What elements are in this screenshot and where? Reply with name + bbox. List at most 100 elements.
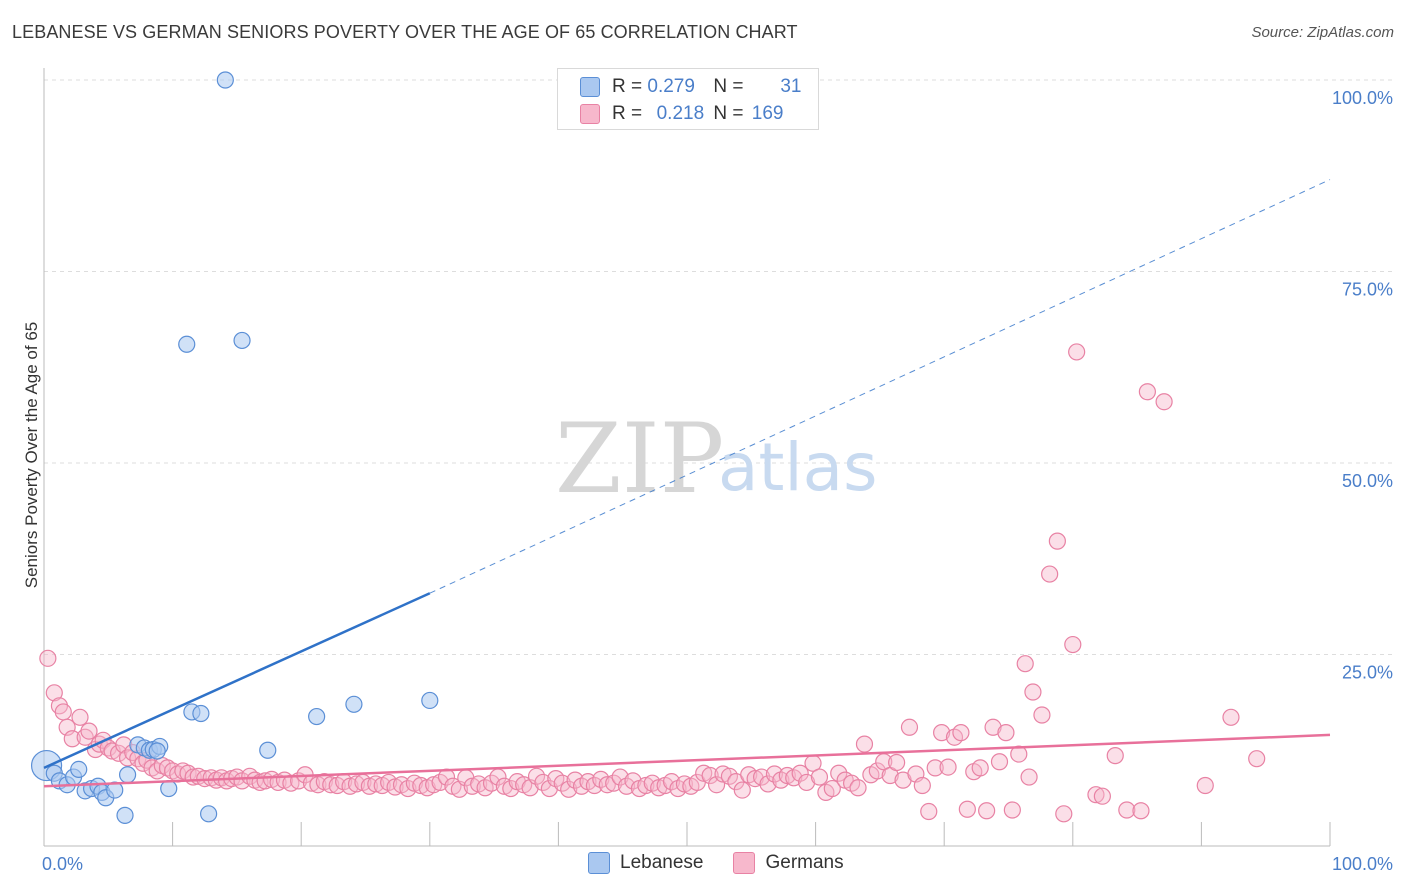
lebanese-swatch [588, 852, 610, 874]
lebanese-point [259, 741, 277, 759]
lebanese-point [233, 331, 251, 350]
germans-point [765, 765, 784, 783]
germans-point [605, 774, 623, 792]
germans-point [990, 753, 1009, 771]
germans-point [534, 773, 552, 792]
lebanese-point [118, 766, 137, 784]
lebanese-points [30, 71, 439, 824]
germans-point [701, 766, 719, 785]
germans-point [952, 724, 970, 742]
germans-point [920, 802, 938, 821]
germans-point [939, 758, 957, 776]
germans-point [849, 779, 867, 797]
germans-point [527, 767, 546, 785]
germans-point [926, 759, 944, 777]
watermark-atlas: atlas [718, 429, 878, 506]
germans-points [39, 343, 1266, 823]
lebanese-swatch [580, 77, 600, 97]
germans-point [1016, 655, 1034, 673]
y-tick-label: 50.0% [1342, 471, 1393, 491]
legend-row-germans: R = 0.218 N = 169 [558, 100, 784, 128]
lebanese-point [178, 335, 196, 353]
germans-point [900, 718, 919, 736]
lebanese-point [106, 781, 124, 799]
germans-point [1093, 787, 1111, 805]
germans-point [978, 802, 996, 820]
chart-title: LEBANESE VS GERMAN SENIORS POVERTY OVER … [12, 22, 798, 42]
x-tick-label: 0.0% [42, 854, 83, 874]
germans-point [367, 775, 385, 793]
germans-point [791, 764, 809, 782]
germans-point [1010, 745, 1028, 763]
germans-point [54, 703, 72, 721]
germans-point [855, 735, 874, 753]
legend-item-germans[interactable]: Germans [733, 852, 844, 874]
lebanese-point [160, 779, 178, 798]
lebanese-point [421, 691, 439, 710]
legend-r-value: 0.218 [656, 103, 705, 124]
watermark-zip: ZIP [555, 403, 724, 515]
germans-point [1003, 801, 1021, 819]
stats-legend: R = 0.279 N = 31 R = 0.218 N = 169 [557, 68, 819, 130]
germans-trend-line [43, 733, 1331, 788]
germans-point [1222, 708, 1240, 726]
germans-point [39, 649, 57, 667]
y-tick-label: 100.0% [1332, 88, 1393, 108]
legend-n-label: N = [713, 76, 744, 97]
lebanese-point [200, 805, 218, 823]
y-axis-label: Seniors Poverty Over the Age of 65 [22, 322, 41, 588]
lebanese-trend-line [43, 592, 431, 770]
legend-row-lebanese: R = 0.279 N = 31 [558, 73, 802, 101]
germans-point [1248, 750, 1266, 768]
germans-point [759, 775, 777, 793]
germans-point [1196, 776, 1214, 795]
germans-swatch [733, 852, 756, 874]
germans-point [80, 722, 98, 740]
germans-point [810, 768, 829, 786]
legend-r-label: R = [612, 103, 643, 124]
legend-r-value: 0.279 [647, 76, 695, 97]
germans-point [733, 781, 751, 799]
germans-point [109, 744, 128, 762]
germans-point [598, 776, 616, 794]
germans-point [823, 779, 841, 798]
grid-lines [44, 79, 1395, 655]
legend-n-label: N = [713, 103, 744, 124]
germans-point [1138, 383, 1156, 401]
germans-point [502, 779, 520, 798]
legend-label-lebanese: Lebanese [620, 852, 704, 873]
germans-point [797, 773, 816, 792]
germans-point [984, 718, 1002, 736]
legend-item-lebanese[interactable]: Lebanese [588, 852, 703, 874]
legend-label-germans: Germans [765, 852, 844, 873]
germans-swatch [580, 104, 600, 124]
germans-point [1155, 393, 1173, 411]
germans-point [585, 776, 604, 795]
germans-point [830, 764, 848, 782]
y-tick-label: 75.0% [1342, 280, 1393, 300]
lebanese-point [148, 742, 166, 760]
tick-labels: 25.0% 50.0% 75.0% 100.0% 0.0% 100.0% [42, 88, 1393, 874]
lebanese-point [192, 704, 210, 723]
germans-point [322, 776, 340, 794]
germans-point [1064, 635, 1082, 654]
lebanese-point [70, 760, 88, 779]
legend-n-value: 169 [751, 103, 784, 124]
germans-point [63, 730, 81, 748]
x-tick-label: 100.0% [1332, 854, 1393, 874]
germans-point [566, 771, 584, 789]
germans-point [1132, 802, 1150, 820]
germans-point [868, 762, 886, 780]
germans-point [958, 800, 976, 818]
germans-point [1033, 706, 1051, 724]
source-label: Source: ZipAtlas.com [1251, 24, 1394, 41]
germans-point [888, 753, 906, 772]
y-tick-label: 25.0% [1342, 663, 1393, 683]
germans-point [560, 780, 578, 798]
germans-point [611, 768, 629, 786]
lebanese-point [116, 806, 134, 824]
germans-point [553, 774, 571, 792]
germans-point [913, 776, 931, 795]
germans-point [347, 775, 366, 793]
